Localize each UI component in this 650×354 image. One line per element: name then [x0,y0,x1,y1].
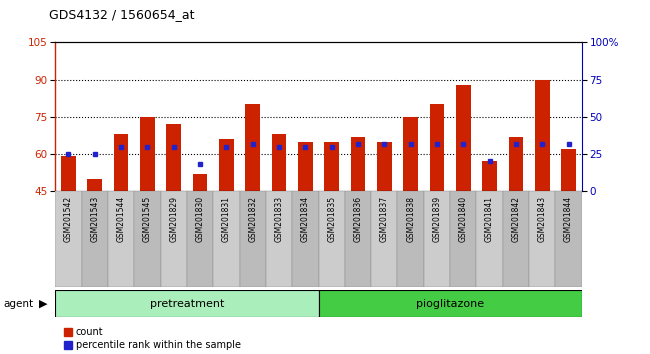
Text: pioglitazone: pioglitazone [416,298,484,309]
Bar [529,191,556,287]
Bar [556,191,582,287]
Text: GSM201840: GSM201840 [459,196,468,242]
Bar [482,161,497,191]
Bar [88,179,102,191]
Bar [55,191,82,287]
Text: GSM201843: GSM201843 [538,196,547,242]
Bar [219,139,233,191]
Bar [562,149,576,191]
Bar [272,134,286,191]
Bar [371,191,398,287]
Bar [398,191,424,287]
Text: GSM201834: GSM201834 [301,196,310,242]
Text: GSM201835: GSM201835 [327,196,336,242]
Bar [298,142,313,191]
Bar [430,104,444,191]
Bar [535,80,549,191]
Text: pretreatment: pretreatment [150,298,224,309]
Bar [55,290,318,317]
Text: GSM201842: GSM201842 [512,196,521,242]
Text: GSM201844: GSM201844 [564,196,573,242]
Bar [476,191,503,287]
Text: GSM201838: GSM201838 [406,196,415,242]
Text: GDS4132 / 1560654_at: GDS4132 / 1560654_at [49,8,194,21]
Text: GSM201831: GSM201831 [222,196,231,242]
Bar [166,124,181,191]
Text: GSM201543: GSM201543 [90,196,99,242]
Text: GSM201839: GSM201839 [432,196,441,242]
Bar [213,191,240,287]
Text: GSM201837: GSM201837 [380,196,389,242]
Bar [456,85,471,191]
Bar [61,156,75,191]
Bar [135,191,161,287]
Text: GSM201545: GSM201545 [143,196,152,242]
Bar [503,191,529,287]
Bar [377,142,391,191]
Bar [404,117,418,191]
Bar [351,137,365,191]
Bar [82,191,108,287]
Bar [450,191,476,287]
Bar [292,191,318,287]
Text: ▶: ▶ [39,298,47,309]
Bar [424,191,450,287]
Legend: count, percentile rank within the sample: count, percentile rank within the sample [60,324,244,354]
Bar [324,142,339,191]
Bar [246,104,260,191]
Text: GSM201829: GSM201829 [169,196,178,242]
Bar [114,134,128,191]
Bar [266,191,292,287]
Bar [318,290,582,317]
Text: GSM201833: GSM201833 [274,196,283,242]
Text: GSM201832: GSM201832 [248,196,257,242]
Bar [318,191,345,287]
Text: GSM201542: GSM201542 [64,196,73,242]
Text: GSM201841: GSM201841 [485,196,494,242]
Bar [108,191,135,287]
Bar [240,191,266,287]
Text: GSM201544: GSM201544 [116,196,125,242]
Text: agent: agent [3,298,33,309]
Text: GSM201830: GSM201830 [196,196,205,242]
Bar [509,137,523,191]
Bar [140,117,155,191]
Bar [161,191,187,287]
Bar [345,191,371,287]
Bar [187,191,213,287]
Text: GSM201836: GSM201836 [354,196,363,242]
Bar [193,174,207,191]
